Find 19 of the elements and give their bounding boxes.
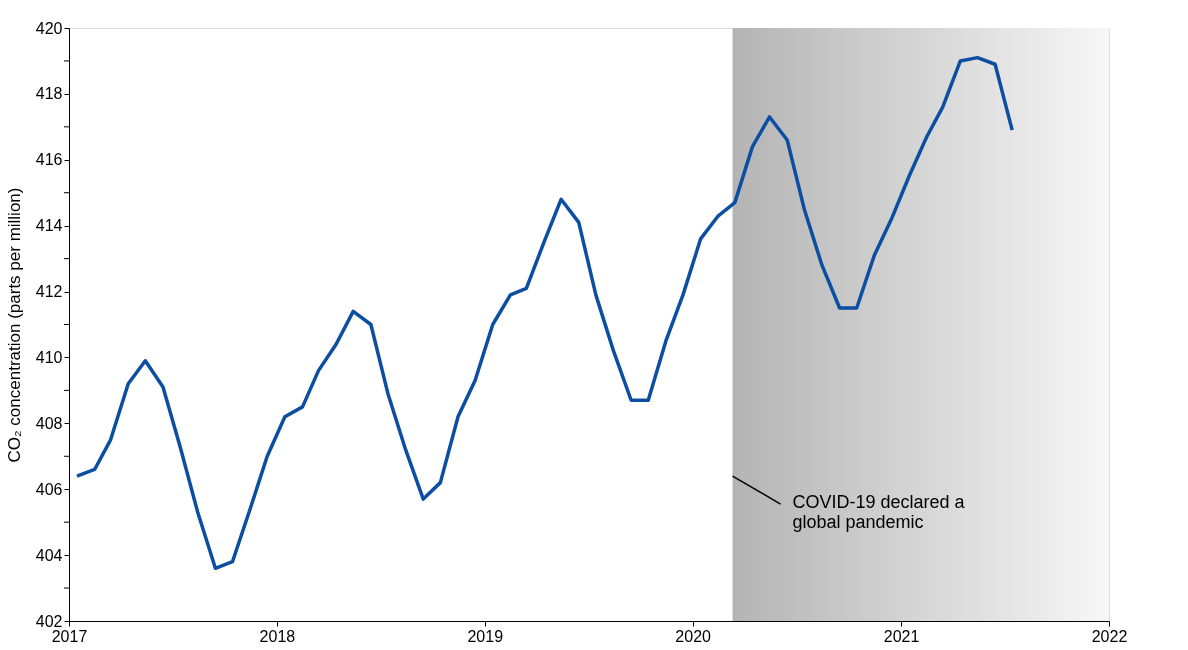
y-tick-label: 414 [35, 217, 63, 235]
annotation: COVID-19 declared a global pandemic [792, 492, 966, 533]
x-tick-label: 2017 [51, 627, 88, 645]
y-axis-title: CO₂ concentration (parts per million) [4, 187, 24, 463]
y-tick-label: 404 [35, 546, 63, 564]
y-tick-label: 408 [35, 414, 63, 432]
y-tick-label: 416 [35, 151, 63, 169]
y-tick-label: 412 [35, 283, 63, 301]
y-tick-label: 410 [35, 348, 63, 366]
line-series [75, 55, 1014, 571]
y-tick-label: 402 [35, 612, 63, 630]
x-tick-label: 2022 [1091, 627, 1128, 645]
x-tick-label: 2019 [467, 627, 504, 645]
y-tick-label: 418 [35, 85, 63, 103]
x-tick-label: 2021 [883, 627, 920, 645]
x-tick-label: 2020 [675, 627, 712, 645]
y-tick-label: 420 [35, 19, 63, 37]
x-tick-label: 2018 [259, 627, 296, 645]
y-tick-label: 406 [35, 480, 63, 498]
